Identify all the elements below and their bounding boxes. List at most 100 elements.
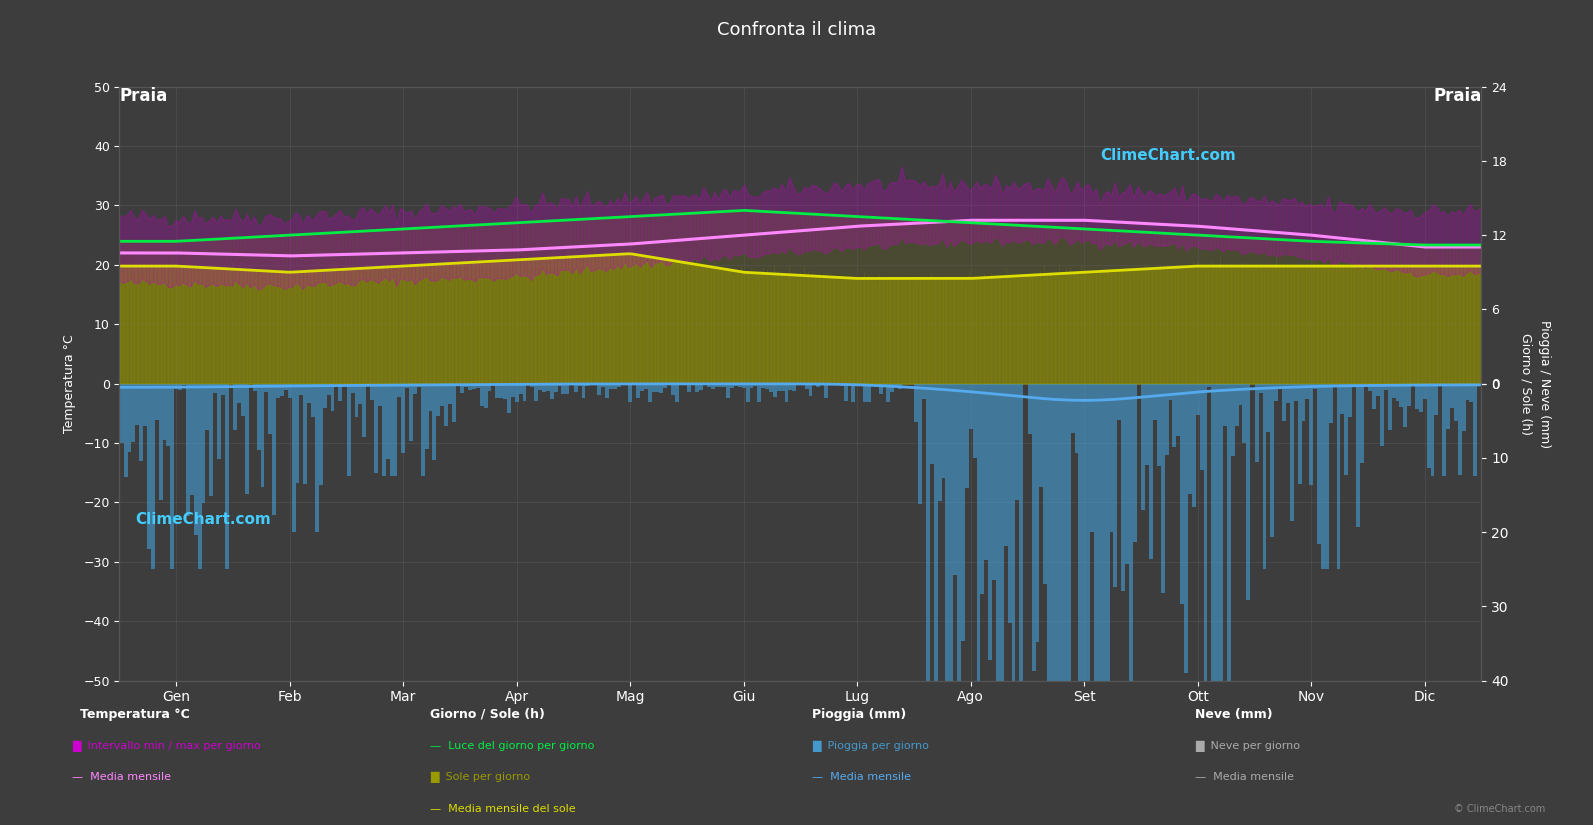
Bar xyxy=(965,384,969,488)
Bar xyxy=(1313,384,1317,389)
Bar xyxy=(781,384,785,391)
Bar xyxy=(1344,384,1348,474)
Bar xyxy=(1090,384,1094,532)
Bar xyxy=(378,384,382,406)
Bar xyxy=(162,384,167,440)
Bar xyxy=(1129,384,1133,825)
Bar xyxy=(1184,384,1188,673)
Bar xyxy=(225,384,229,569)
Bar xyxy=(1117,384,1121,421)
Bar xyxy=(1384,384,1388,389)
Bar xyxy=(1027,384,1032,434)
Bar xyxy=(440,384,444,406)
Bar xyxy=(883,384,886,387)
Bar xyxy=(616,384,621,387)
Bar xyxy=(1114,384,1117,587)
Bar xyxy=(1466,384,1469,399)
Bar xyxy=(358,384,362,404)
Bar xyxy=(476,384,479,388)
Bar xyxy=(1094,384,1098,825)
Bar xyxy=(922,384,926,399)
Bar xyxy=(648,384,652,403)
Bar xyxy=(386,384,390,459)
Text: █  Sole per giorno: █ Sole per giorno xyxy=(430,772,530,784)
Bar xyxy=(503,384,507,399)
Bar xyxy=(1423,384,1427,399)
Bar xyxy=(742,384,746,388)
Bar xyxy=(738,384,742,387)
Bar xyxy=(1043,384,1047,584)
Bar xyxy=(1040,384,1043,488)
Bar xyxy=(319,384,323,485)
Bar xyxy=(135,384,139,425)
Bar xyxy=(245,384,249,494)
Bar xyxy=(1431,384,1434,477)
Text: —  Media mensile: — Media mensile xyxy=(72,772,170,782)
Bar xyxy=(256,384,261,450)
Bar xyxy=(1333,384,1337,386)
Bar xyxy=(977,384,980,702)
Bar xyxy=(914,384,918,422)
Bar xyxy=(1149,384,1153,559)
Bar xyxy=(1462,384,1466,431)
Bar xyxy=(621,384,624,385)
Bar xyxy=(1055,384,1059,761)
Bar xyxy=(938,384,941,502)
Bar xyxy=(264,384,268,393)
Bar xyxy=(1266,384,1270,432)
Bar xyxy=(174,384,178,389)
Bar xyxy=(722,384,726,387)
Bar xyxy=(715,384,718,387)
Bar xyxy=(550,384,554,399)
Bar xyxy=(198,384,202,569)
Bar xyxy=(507,384,511,412)
Bar xyxy=(268,384,272,435)
Bar xyxy=(820,384,824,385)
Bar xyxy=(307,384,311,403)
Bar xyxy=(167,384,170,446)
Bar xyxy=(487,384,491,391)
Bar xyxy=(1309,384,1313,484)
Bar xyxy=(1337,384,1340,569)
Bar xyxy=(1102,384,1106,825)
Bar xyxy=(671,384,675,395)
Bar xyxy=(417,384,421,388)
Bar xyxy=(217,384,221,460)
Bar xyxy=(1207,384,1211,388)
Bar xyxy=(272,384,276,516)
Bar xyxy=(777,384,781,391)
Bar xyxy=(303,384,307,484)
Bar xyxy=(586,384,589,386)
Text: ClimeChart.com: ClimeChart.com xyxy=(1101,148,1236,163)
Bar xyxy=(178,384,182,390)
Bar xyxy=(761,384,765,389)
Bar xyxy=(840,384,844,386)
Bar xyxy=(523,384,526,401)
Bar xyxy=(1110,384,1114,531)
Bar xyxy=(667,384,671,385)
Bar xyxy=(578,384,581,385)
Bar xyxy=(1294,384,1298,401)
Text: Praia: Praia xyxy=(1434,87,1481,105)
Bar xyxy=(338,384,342,401)
Bar xyxy=(1301,384,1305,421)
Bar xyxy=(969,384,973,429)
Bar xyxy=(980,384,984,594)
Bar xyxy=(468,384,472,390)
Bar xyxy=(241,384,245,417)
Bar xyxy=(448,384,452,403)
Bar xyxy=(1012,384,1015,737)
Bar xyxy=(746,384,750,402)
Bar xyxy=(1223,384,1227,427)
Bar xyxy=(809,384,812,396)
Bar xyxy=(707,384,710,387)
Bar xyxy=(1376,384,1380,397)
Bar xyxy=(1419,384,1423,412)
Bar xyxy=(1243,384,1246,443)
Bar xyxy=(534,384,538,401)
Bar xyxy=(119,384,124,443)
Bar xyxy=(155,384,159,420)
Bar xyxy=(1380,384,1384,446)
Bar xyxy=(1215,384,1219,825)
Bar xyxy=(941,384,945,478)
